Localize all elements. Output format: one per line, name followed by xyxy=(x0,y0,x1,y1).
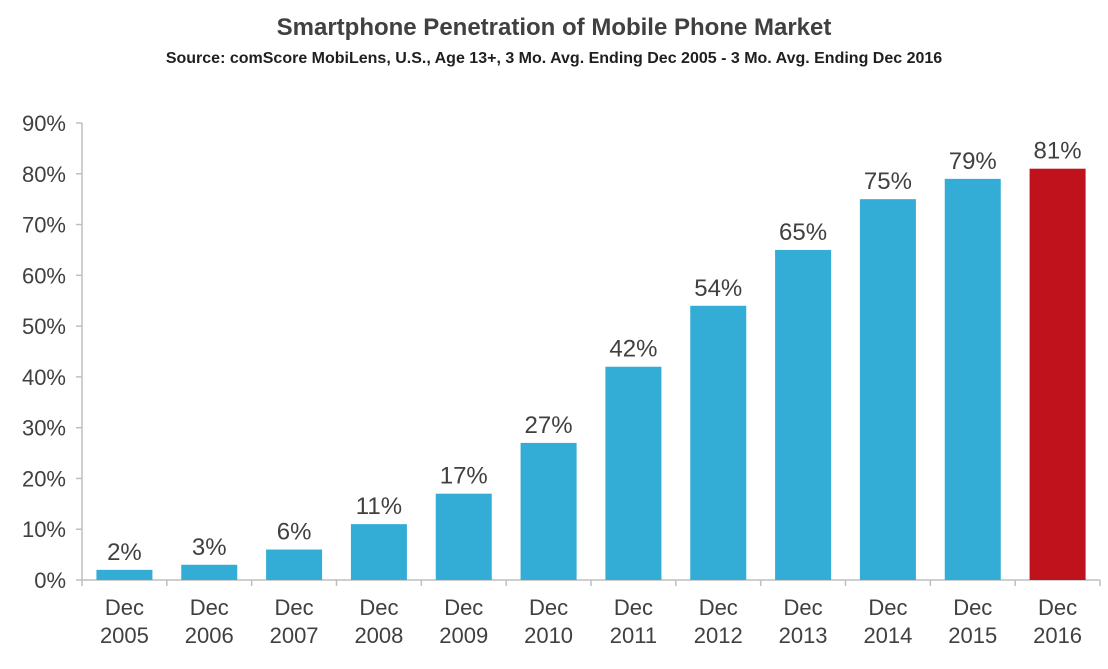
y-tick-label: 10% xyxy=(22,517,66,542)
y-tick-label: 40% xyxy=(22,365,66,390)
x-tick-label: 2010 xyxy=(524,623,573,648)
data-label: 75% xyxy=(864,168,912,195)
bar xyxy=(775,249,832,580)
y-tick-label: 70% xyxy=(22,213,66,238)
data-label: 54% xyxy=(694,275,742,302)
bar xyxy=(435,493,492,580)
x-tick-label: Dec xyxy=(105,595,144,620)
data-label: 2% xyxy=(107,539,142,566)
x-tick-label: 2009 xyxy=(439,623,488,648)
data-label: 79% xyxy=(949,148,997,175)
x-tick-label: Dec xyxy=(190,595,229,620)
x-tick-label: 2006 xyxy=(185,623,234,648)
x-tick-label: Dec xyxy=(275,595,314,620)
data-label: 6% xyxy=(277,519,312,546)
y-tick-label: 30% xyxy=(22,416,66,441)
bar xyxy=(350,524,407,580)
bar xyxy=(944,178,1001,580)
x-tick-label: 2007 xyxy=(270,623,319,648)
y-tick-label: 90% xyxy=(22,111,66,136)
x-tick-label: Dec xyxy=(359,595,398,620)
data-label: 81% xyxy=(1034,138,1082,165)
x-tick-label: Dec xyxy=(953,595,992,620)
x-tick-label: Dec xyxy=(699,595,738,620)
x-tick-label: 2005 xyxy=(100,623,149,648)
data-label: 3% xyxy=(192,534,227,561)
y-tick-label: 80% xyxy=(22,162,66,187)
bar xyxy=(96,569,153,580)
x-tick-label: Dec xyxy=(784,595,823,620)
data-label: 65% xyxy=(779,219,827,246)
chart-title: Smartphone Penetration of Mobile Phone M… xyxy=(276,14,832,41)
x-tick-label: 2013 xyxy=(779,623,828,648)
y-tick-label: 20% xyxy=(22,466,66,491)
y-tick-label: 60% xyxy=(22,263,66,288)
bar xyxy=(1029,168,1086,580)
bar xyxy=(266,549,323,580)
y-tick-label: 0% xyxy=(34,568,66,593)
bar xyxy=(859,199,916,580)
bar xyxy=(181,564,238,580)
bar xyxy=(605,366,662,580)
x-tick-label: 2012 xyxy=(694,623,743,648)
x-tick-label: Dec xyxy=(529,595,568,620)
x-tick-label: 2011 xyxy=(610,623,657,648)
x-tick-label: 2015 xyxy=(948,623,997,648)
y-tick-label: 50% xyxy=(22,314,66,339)
data-label: 17% xyxy=(440,463,488,490)
x-tick-label: 2016 xyxy=(1033,623,1082,648)
data-label: 27% xyxy=(525,412,573,439)
bar xyxy=(520,442,577,580)
x-tick-label: 2008 xyxy=(354,623,403,648)
chart-subtitle: Source: comScore MobiLens, U.S., Age 13+… xyxy=(165,50,943,67)
x-tick-label: Dec xyxy=(1038,595,1077,620)
x-tick-label: Dec xyxy=(868,595,907,620)
x-tick-label: Dec xyxy=(444,595,483,620)
data-label: 11% xyxy=(356,493,402,520)
x-tick-label: Dec xyxy=(614,595,653,620)
x-tick-label: 2014 xyxy=(863,623,912,648)
data-label: 42% xyxy=(609,336,657,363)
bar xyxy=(690,305,747,580)
